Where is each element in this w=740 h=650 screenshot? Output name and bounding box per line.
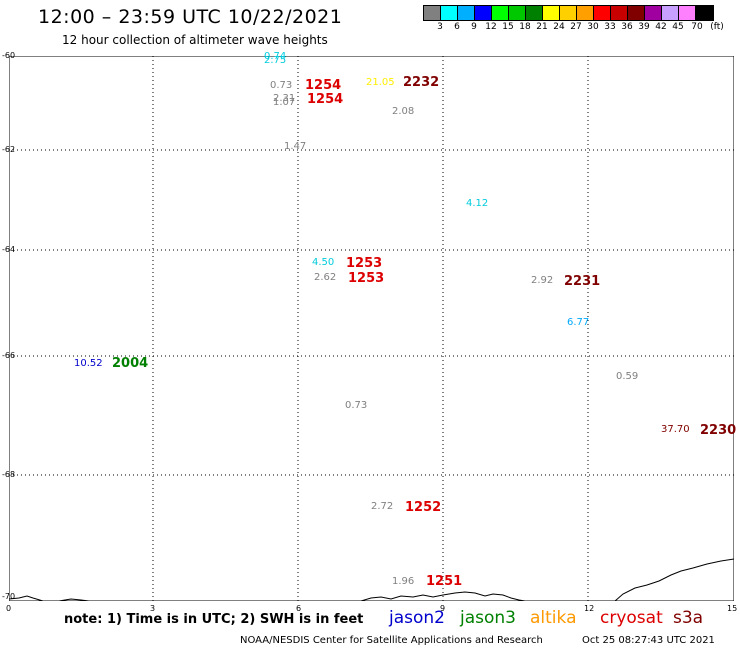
mission-label-altika: altika [530, 608, 577, 628]
legend-tick: (ft) [710, 22, 724, 32]
swh-label: 4.50 [312, 257, 335, 268]
x-tick-label: 3 [150, 604, 156, 613]
legend-swatch [543, 6, 560, 20]
swh-label: 6.77 [567, 317, 590, 328]
legend-swatch [526, 6, 543, 20]
pass-time-label: 2230 [700, 423, 737, 438]
pass-time-label: 2004 [112, 356, 149, 371]
swh-label: 0.59 [616, 371, 639, 382]
legend-tick: 15 [502, 22, 514, 32]
swh-label: 10.52 [74, 358, 103, 369]
swh-label: 0.73 [270, 80, 293, 91]
x-tick-label: 12 [584, 604, 595, 613]
map-frame [8, 55, 735, 602]
swh-label: 4.12 [466, 198, 489, 209]
pass-time-label: 1252 [405, 500, 442, 515]
legend-tick: 9 [471, 22, 477, 32]
footer-timestamp: Oct 25 08:27:43 UTC 2021 [582, 635, 715, 646]
legend-swatch [475, 6, 492, 20]
mission-label-jason2: jason2 [389, 608, 445, 628]
map-title: 12:00 – 23:59 UTC 10/22/2021 [38, 6, 343, 28]
mission-label-s3a: s3a [673, 608, 704, 628]
legend-swatch [441, 6, 458, 20]
legend-tick: 30 [587, 22, 599, 32]
legend-swatch [628, 6, 645, 20]
legend-tick: 12 [485, 22, 497, 32]
swh-label: 2.72 [371, 501, 394, 512]
mission-label-cryosat: cryosat [600, 608, 663, 628]
swh-label: 2.08 [392, 106, 415, 117]
pass-time-label: 1251 [426, 574, 463, 589]
x-tick-label: 6 [296, 604, 302, 613]
legend-swatch [696, 6, 713, 20]
legend-swatch [560, 6, 577, 20]
color-legend [423, 5, 714, 21]
y-tick-label: -64 [2, 245, 16, 254]
swh-label: 0.73 [345, 400, 368, 411]
swh-label: 2.75 [264, 55, 287, 66]
footer-credit: NOAA/NESDIS Center for Satellite Applica… [240, 635, 543, 646]
legend-swatch [424, 6, 441, 20]
y-tick-label: -66 [2, 351, 16, 360]
pass-time-label: 2231 [564, 274, 601, 289]
legend-swatch [594, 6, 611, 20]
y-tick-label: -70 [2, 592, 16, 601]
pass-time-label: 1254 [307, 92, 344, 107]
legend-tick: 33 [604, 22, 616, 32]
legend-swatch [577, 6, 594, 20]
x-tick-label: 0 [6, 604, 12, 613]
coastline [8, 558, 735, 602]
swh-label: 1.07 [273, 97, 296, 108]
legend-tick: 36 [621, 22, 633, 32]
legend-tick: 39 [638, 22, 650, 32]
legend-tick: 27 [570, 22, 582, 32]
map-subtitle: 12 hour collection of altimeter wave hei… [62, 33, 328, 47]
legend-swatch [492, 6, 509, 20]
x-tick-label: 9 [440, 604, 446, 613]
legend-tick: 70 [691, 22, 703, 32]
legend-swatch [458, 6, 475, 20]
y-tick-label: -68 [2, 470, 16, 479]
y-tick-label: -60 [2, 51, 16, 60]
swh-label: 0.74 [264, 51, 287, 62]
legend-swatch [611, 6, 628, 20]
swh-label: 2.62 [314, 272, 337, 283]
map-canvas [8, 55, 735, 602]
swh-label: 2.92 [531, 275, 554, 286]
swh-label: 21.05 [366, 77, 395, 88]
map-plot [8, 55, 735, 602]
legend-swatch [509, 6, 526, 20]
legend-swatch [645, 6, 662, 20]
units-note: note: 1) Time is in UTC; 2) SWH is in fe… [64, 612, 364, 627]
swh-label: 2.31 [273, 93, 296, 104]
legend-swatch [662, 6, 679, 20]
swh-label: 1.47 [284, 141, 307, 152]
swh-label: 37.70 [661, 424, 690, 435]
legend-tick: 24 [553, 22, 565, 32]
legend-ticks: 3 6 9 12 15 18 21 24 27 30 33 36 39 42 4… [423, 22, 740, 34]
legend-tick: 42 [655, 22, 667, 32]
legend-tick: 6 [454, 22, 460, 32]
legend-tick: 18 [519, 22, 531, 32]
swh-label: 1.96 [392, 576, 415, 587]
mission-label-jason3: jason3 [460, 608, 516, 628]
legend-tick: 3 [437, 22, 443, 32]
pass-time-label: 1253 [348, 271, 385, 286]
pass-time-label: 1253 [346, 256, 383, 271]
x-tick-label: 15 [727, 604, 738, 613]
y-tick-label: -62 [2, 145, 16, 154]
legend-tick: 21 [536, 22, 548, 32]
legend-swatch [679, 6, 696, 20]
pass-time-label: 2232 [403, 75, 440, 90]
pass-time-label: 1254 [305, 78, 342, 93]
legend-tick: 45 [672, 22, 684, 32]
